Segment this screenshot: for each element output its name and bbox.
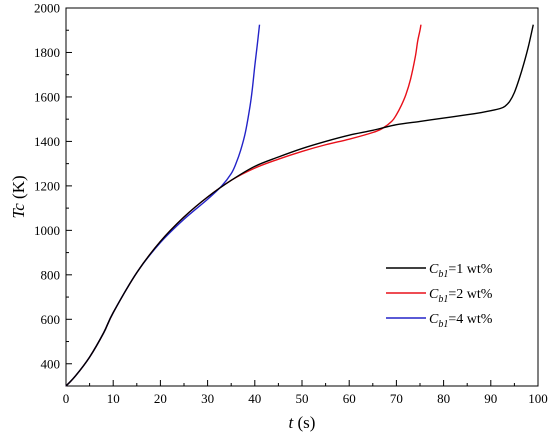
y-axis-unit: (K) bbox=[9, 175, 28, 203]
series-lines bbox=[65, 24, 534, 387]
y-axis-symbol: Tc bbox=[9, 203, 28, 219]
x-axis-symbol: t bbox=[289, 413, 295, 432]
x-tick-label-40: 40 bbox=[248, 391, 261, 406]
y-tick-label-1800: 1800 bbox=[34, 45, 60, 60]
series-line-1 bbox=[65, 24, 534, 387]
y-axis-label: Tc (K) bbox=[9, 175, 28, 218]
x-tick-label-60: 60 bbox=[343, 391, 356, 406]
y-tick-label-1000: 1000 bbox=[34, 223, 60, 238]
series-line-3 bbox=[65, 24, 261, 387]
y-tick-label-2000: 2000 bbox=[34, 1, 60, 16]
legend: Cb1=1 wt% Cb1=2 wt% Cb1=4 wt% bbox=[386, 262, 493, 330]
x-tick-label-50: 50 bbox=[296, 391, 309, 406]
y-tick-label-1400: 1400 bbox=[34, 134, 60, 149]
x-tick-label-0: 0 bbox=[63, 391, 70, 406]
x-axis-label: t (s) bbox=[289, 413, 316, 432]
y-tick-label-600: 600 bbox=[41, 312, 61, 327]
legend-entry-2: Cb1=2 wt% bbox=[386, 287, 493, 305]
y-tick-label-1600: 1600 bbox=[34, 89, 60, 104]
y-tick-label-1200: 1200 bbox=[34, 178, 60, 193]
x-tick-label-30: 30 bbox=[201, 391, 214, 406]
legend-label-3: Cb1=4 wt% bbox=[429, 312, 493, 330]
y-tick-label-800: 800 bbox=[41, 267, 61, 282]
y-tick-label-400: 400 bbox=[41, 356, 61, 371]
legend-entry-1: Cb1=1 wt% bbox=[386, 262, 493, 280]
plot-frame bbox=[65, 7, 539, 387]
legend-label-2: Cb1=2 wt% bbox=[429, 287, 493, 305]
x-tick-label-20: 20 bbox=[154, 391, 167, 406]
x-axis-unit: (s) bbox=[293, 413, 315, 432]
x-tick-label-70: 70 bbox=[390, 391, 403, 406]
x-tick-label-90: 90 bbox=[484, 391, 497, 406]
x-tick-label-10: 10 bbox=[107, 391, 120, 406]
legend-entry-3: Cb1=4 wt% bbox=[386, 312, 493, 330]
tick-labels: 0 10 20 30 40 50 60 70 80 90 100 400 600 800 1000 1200 1… bbox=[34, 1, 548, 407]
legend-label-1: Cb1=1 wt% bbox=[429, 262, 493, 280]
x-tick-label-80: 80 bbox=[437, 391, 450, 406]
series-line-2 bbox=[65, 24, 422, 387]
axis-ticks bbox=[65, 7, 539, 387]
x-tick-label-100: 100 bbox=[528, 391, 548, 406]
